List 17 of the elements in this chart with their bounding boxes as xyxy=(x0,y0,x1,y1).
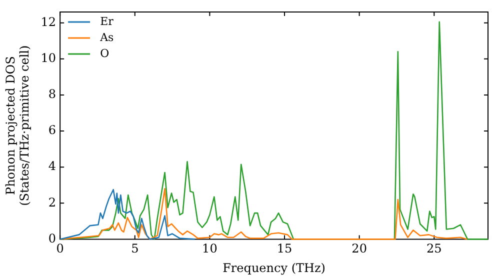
legend-label: As xyxy=(99,30,114,44)
x-tick-label: 25 xyxy=(426,242,442,256)
x-tick-label: 10 xyxy=(202,242,218,256)
y-tick-label: 4 xyxy=(48,159,56,174)
y-tick-label: 2 xyxy=(48,195,56,210)
legend-label: Er xyxy=(100,14,114,28)
y-tick-label: 0 xyxy=(48,231,56,246)
y-tick-label: 12 xyxy=(40,14,56,29)
y-tick-label: 6 xyxy=(48,123,56,138)
y-tick-label: 10 xyxy=(40,51,56,66)
x-tick-label: 15 xyxy=(276,242,292,256)
x-tick-label: 20 xyxy=(352,242,367,256)
y-tick-label: 8 xyxy=(48,87,56,102)
y-axis-title: Phonon projected DOS (States/THz·primitive cell) xyxy=(3,45,32,206)
x-tick-label: 5 xyxy=(131,242,139,256)
legend-label: O xyxy=(100,46,110,60)
x-axis-title: Frequency (THz) xyxy=(222,260,326,275)
